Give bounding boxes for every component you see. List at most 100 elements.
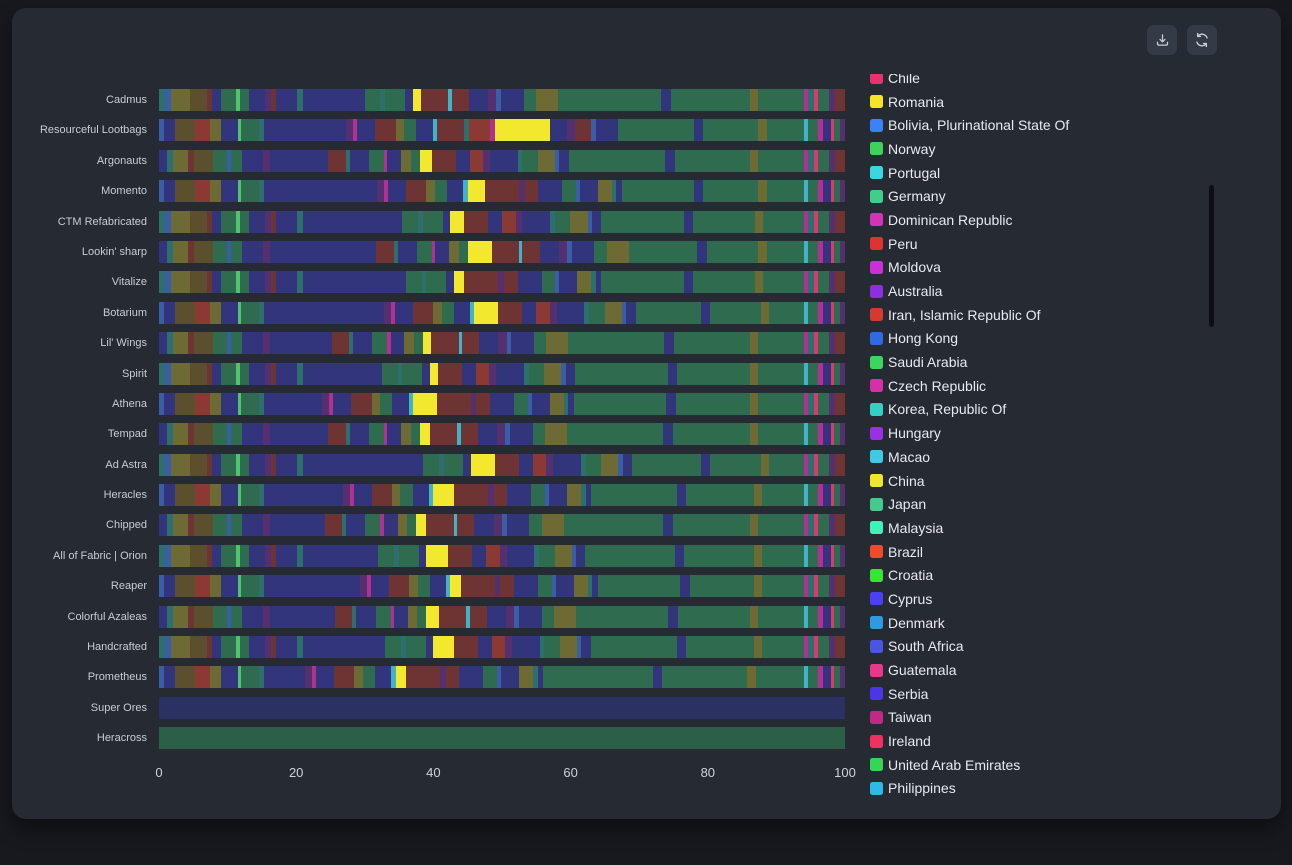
bar-segment — [518, 453, 533, 476]
legend-item[interactable]: Dominican Republic — [870, 208, 1218, 232]
bar-segment — [263, 575, 360, 598]
legend-item[interactable]: Romania — [870, 90, 1218, 114]
legend-item[interactable]: Serbia — [870, 682, 1218, 706]
legend-swatch-icon — [870, 474, 883, 488]
stacked-bar[interactable] — [159, 636, 845, 659]
bar-segment — [758, 423, 804, 446]
legend-item[interactable]: Denmark — [870, 611, 1218, 635]
bar-segment — [488, 484, 494, 507]
legend-label: Brazil — [888, 543, 924, 560]
bar-segment — [193, 423, 214, 446]
stacked-bar[interactable] — [159, 240, 845, 263]
legend-item[interactable]: Hong Kong — [870, 327, 1218, 351]
stacked-bar[interactable] — [159, 362, 845, 385]
legend-item[interactable]: Japan — [870, 492, 1218, 516]
bar-segment — [693, 271, 755, 294]
legend-swatch-icon — [870, 687, 883, 701]
bar-segment — [167, 605, 173, 628]
bar-segment — [693, 180, 704, 203]
stacked-bar[interactable] — [159, 514, 845, 537]
stacked-bar[interactable] — [159, 575, 845, 598]
refresh-button[interactable] — [1187, 25, 1217, 55]
legend-item[interactable]: Bolivia, Plurinational State Of — [870, 113, 1218, 137]
legend-item[interactable]: Iran, Islamic Republic Of — [870, 303, 1218, 327]
bar-segment — [808, 514, 814, 537]
legend-item[interactable]: South Africa — [870, 635, 1218, 659]
legend-swatch-icon — [870, 521, 883, 535]
bar-segment — [499, 544, 507, 567]
legend-item[interactable]: Korea, Republic Of — [870, 398, 1218, 422]
stacked-bar[interactable] — [159, 119, 845, 142]
bar-segment — [235, 89, 240, 111]
stacked-bar[interactable] — [159, 544, 845, 567]
legend-item[interactable]: China — [870, 469, 1218, 493]
stacked-bar[interactable] — [159, 271, 845, 294]
bar-segment — [490, 149, 518, 172]
legend-item[interactable]: Chile — [870, 74, 1218, 90]
stacked-bar[interactable] — [159, 392, 845, 415]
bar-segment — [830, 544, 835, 567]
bar-segment — [672, 423, 751, 446]
bar-segment — [189, 271, 207, 294]
bar-segment — [544, 362, 562, 385]
legend-item[interactable]: Saudi Arabia — [870, 350, 1218, 374]
legend-item[interactable]: Brazil — [870, 540, 1218, 564]
legend-scrollbar-thumb[interactable] — [1209, 185, 1214, 327]
legend-item[interactable]: Czech Republic — [870, 374, 1218, 398]
bar-segment — [831, 666, 835, 689]
stacked-bar[interactable] — [159, 301, 845, 324]
bar-segment — [750, 149, 759, 172]
stacked-bar[interactable] — [159, 180, 845, 203]
bar-segment — [568, 332, 665, 355]
bar-segment — [270, 636, 276, 659]
stacked-bar[interactable] — [159, 89, 845, 111]
legend-item[interactable]: Malaysia — [870, 516, 1218, 540]
stacked-bar[interactable] — [159, 423, 845, 446]
legend-swatch-icon — [870, 781, 883, 795]
stacked-bar[interactable] — [159, 332, 845, 355]
legend-item[interactable]: Peru — [870, 232, 1218, 256]
row-label: Vitalize — [111, 276, 147, 289]
bar-segment — [498, 271, 504, 294]
bar-segment — [172, 605, 188, 628]
bar-segment — [210, 180, 221, 203]
legend-item[interactable]: Taiwan — [870, 706, 1218, 730]
bar-segment — [803, 362, 808, 385]
legend-item[interactable]: Croatia — [870, 563, 1218, 587]
legend-item[interactable]: Australia — [870, 279, 1218, 303]
bar-segment — [391, 666, 396, 689]
bar-segment — [395, 666, 406, 689]
legend-item[interactable]: Philippines — [870, 777, 1218, 796]
legend-item[interactable]: Norway — [870, 137, 1218, 161]
bar-segment — [237, 119, 242, 142]
legend-item[interactable]: Macao — [870, 445, 1218, 469]
stacked-bar[interactable] — [159, 666, 845, 689]
stacked-bar[interactable] — [159, 149, 845, 172]
legend-item[interactable]: Ireland — [870, 729, 1218, 753]
bar-segment — [226, 605, 231, 628]
legend-item[interactable]: United Arab Emirates — [870, 753, 1218, 777]
stacked-bar[interactable] — [159, 453, 845, 476]
bar-segment — [700, 453, 711, 476]
bar-segment — [662, 666, 748, 689]
bar-segment — [491, 636, 506, 659]
bar-segment — [817, 332, 829, 355]
bar-segment — [350, 392, 372, 415]
legend-item[interactable]: Germany — [870, 184, 1218, 208]
bar-segment — [828, 453, 836, 476]
stacked-bar[interactable] — [159, 210, 845, 233]
legend-item[interactable]: Moldova — [870, 256, 1218, 280]
stacked-bar[interactable] — [159, 484, 845, 507]
legend-item[interactable]: Cyprus — [870, 587, 1218, 611]
legend-item[interactable]: Portugal — [870, 161, 1218, 185]
bar-segment — [710, 453, 762, 476]
legend-item[interactable]: Hungary — [870, 421, 1218, 445]
legend-item[interactable]: Guatemala — [870, 658, 1218, 682]
stacked-bar[interactable] — [159, 727, 845, 750]
bar-segment — [342, 484, 350, 507]
bar-segment — [328, 423, 346, 446]
stacked-bar[interactable] — [159, 605, 845, 628]
bar-segment — [817, 514, 829, 537]
download-button[interactable] — [1147, 25, 1177, 55]
stacked-bar[interactable] — [159, 696, 845, 719]
